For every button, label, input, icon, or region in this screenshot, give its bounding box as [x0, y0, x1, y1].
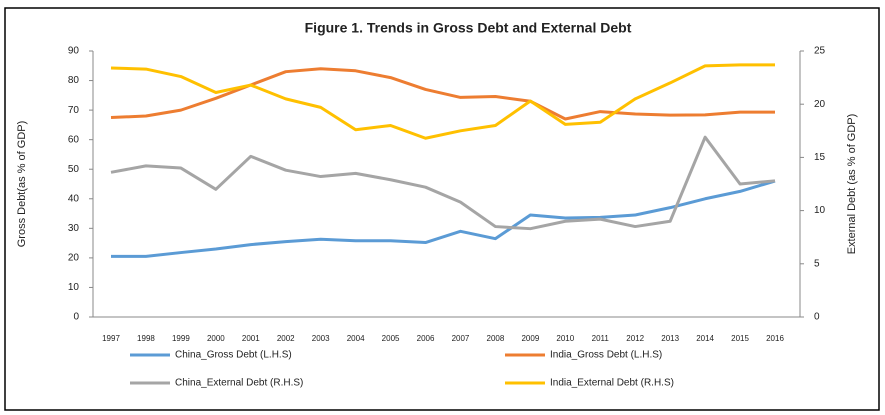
x-tick-label: 2013: [661, 334, 679, 343]
y2-tick-label: 5: [814, 258, 820, 269]
x-tick-label: 2000: [207, 334, 225, 343]
y-tick-label: 30: [68, 223, 80, 234]
y2-tick-label: 25: [814, 46, 826, 57]
x-tick-label: 2011: [592, 334, 610, 343]
chart-title: Figure 1. Trends in Gross Debt and Exter…: [305, 20, 632, 36]
y-tick-label: 0: [73, 312, 79, 323]
series-line: [110, 63, 775, 140]
y-tick-label: 60: [68, 134, 80, 145]
y2-tick-label: 20: [814, 99, 826, 110]
x-tick-label: 2001: [242, 334, 260, 343]
y-axis-title: Gross Debt(as % of GDP): [16, 121, 28, 248]
frame: [4, 7, 880, 411]
legend-label: India_External Debt (R.H.S): [550, 378, 674, 389]
y2-tick-label: 0: [814, 312, 820, 323]
x-tick-label: 2014: [696, 334, 714, 343]
x-tick-label: 1998: [137, 334, 155, 343]
y2-tick-label: 10: [814, 205, 826, 216]
y-tick-label: 10: [68, 282, 80, 293]
x-tick-label: 2005: [382, 334, 400, 343]
x-tick-label: 1999: [172, 334, 190, 343]
x-tick-label: 2016: [766, 334, 784, 343]
x-tick-label: 2004: [347, 334, 365, 343]
x-tick-label: 2012: [626, 334, 644, 343]
y-tick-label: 20: [68, 253, 80, 264]
y-tick-label: 50: [68, 164, 80, 175]
legend-label: China_Gross Debt (L.H.S): [175, 350, 292, 361]
x-tick-label: 2010: [556, 334, 574, 343]
y-tick-label: 70: [68, 105, 80, 116]
y2-axis-title: External Debt (as % of GDP): [846, 114, 858, 255]
x-tick-label: 2003: [312, 334, 330, 343]
series-line: [110, 67, 775, 121]
x-tick-label: 2009: [521, 334, 539, 343]
legend-label: China_External Debt (R.H.S): [175, 378, 303, 389]
x-tick-label: 2015: [731, 334, 749, 343]
y-tick-label: 40: [68, 193, 80, 204]
y2-tick-label: 15: [814, 152, 826, 163]
x-tick-label: 2006: [417, 334, 435, 343]
y-tick-label: 90: [68, 46, 80, 57]
y-tick-label: 80: [68, 75, 80, 86]
series-line: [111, 179, 776, 258]
x-tick-label: 1997: [102, 334, 120, 343]
x-tick-label: 2002: [277, 334, 295, 343]
x-tick-label: 2008: [487, 334, 505, 343]
legend-label: India_Gross Debt (L.H.S): [550, 350, 662, 361]
series-line: [110, 135, 776, 231]
x-tick-label: 2007: [452, 334, 470, 343]
